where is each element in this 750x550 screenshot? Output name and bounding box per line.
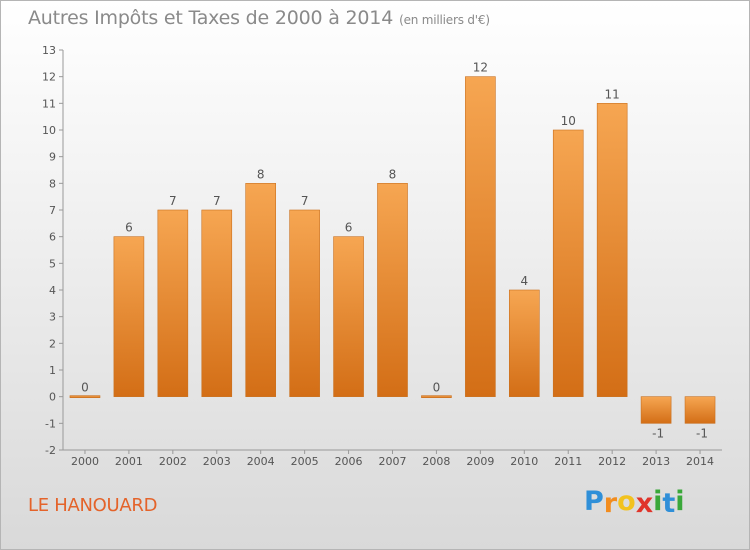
y-tick-label: -1: [45, 417, 56, 430]
y-tick-label: 0: [49, 391, 56, 404]
y-tick-label: 7: [49, 204, 56, 217]
bar-2010: [508, 289, 540, 397]
bar-2013: [640, 396, 672, 424]
bar-2004: [245, 183, 276, 397]
bar-2008: [421, 395, 452, 398]
data-label-2010: 4: [520, 274, 528, 288]
data-label-2011: 10: [561, 114, 576, 128]
logo-letter: i: [653, 486, 663, 517]
logo-letter: x: [635, 488, 654, 519]
data-label-2008: 0: [433, 381, 441, 395]
y-tick-label: 12: [42, 71, 56, 84]
y-tick-label: 6: [49, 231, 56, 244]
y-tick-label: 3: [49, 311, 56, 324]
bar-2006: [333, 236, 364, 397]
data-label-2001: 6: [125, 221, 133, 235]
data-label-2005: 7: [301, 194, 309, 208]
x-tick-label: 2008: [422, 455, 450, 468]
bar-2012: [596, 103, 628, 397]
y-tick-label: 2: [49, 337, 56, 350]
x-tick-label: 2014: [686, 455, 714, 468]
bar-2009: [465, 76, 496, 397]
data-label-2002: 7: [169, 194, 177, 208]
chart-unit: (en milliers d'€): [399, 13, 490, 27]
y-tick-label: 8: [49, 177, 56, 190]
data-label-2003: 7: [213, 194, 221, 208]
bar-2003: [201, 209, 233, 397]
x-tick-label: 2012: [598, 455, 626, 468]
y-tick-label: 5: [49, 257, 56, 270]
x-tick-label: 2011: [554, 455, 582, 468]
y-tick-label: 9: [49, 151, 56, 164]
y-tick-label: 1: [49, 364, 56, 377]
bar-2002: [157, 209, 189, 397]
data-label-2013: -1: [652, 426, 664, 440]
x-tick-label: 2007: [379, 455, 407, 468]
logo-letter: i: [675, 486, 685, 517]
y-tick-label: 11: [42, 97, 56, 110]
x-tick-label: 2002: [159, 455, 187, 468]
commune-name: LE HANOUARD: [28, 495, 158, 516]
x-tick-label: 2005: [291, 455, 319, 468]
logo-letter: P: [584, 486, 604, 517]
data-label-2004: 8: [257, 167, 265, 181]
x-tick-label: 2001: [115, 455, 143, 468]
bar-2014: [684, 396, 716, 424]
x-tick-label: 2000: [71, 455, 99, 468]
data-label-2014: -1: [696, 426, 708, 440]
bar-2001: [113, 236, 145, 397]
data-label-2006: 6: [345, 221, 353, 235]
x-tick-label: 2004: [247, 455, 275, 468]
bar-2011: [552, 129, 584, 397]
logo-letter: t: [662, 488, 676, 519]
y-tick-label: -2: [45, 444, 56, 457]
chart-title: Autres Impôts et Taxes de 2000 à 2014 (en…: [28, 7, 490, 29]
y-tick-label: 13: [42, 44, 56, 57]
bar-2007: [377, 183, 408, 397]
y-tick-label: 4: [49, 284, 56, 297]
x-tick-label: 2010: [510, 455, 538, 468]
data-label-2012: 11: [605, 87, 620, 101]
logo-letter: r: [603, 488, 618, 519]
y-tick-label: 10: [42, 124, 56, 137]
bar-2000: [69, 395, 101, 398]
data-label-2000: 0: [81, 381, 89, 395]
x-tick-label: 2006: [335, 455, 363, 468]
data-label-2009: 12: [473, 61, 488, 75]
chart-title-text: Autres Impôts et Taxes de 2000 à 2014: [28, 7, 394, 29]
data-label-2007: 8: [389, 167, 397, 181]
x-tick-label: 2013: [642, 455, 670, 468]
x-tick-label: 2003: [203, 455, 231, 468]
logo-letter: o: [617, 486, 636, 517]
x-tick-label: 2009: [466, 455, 494, 468]
proxiti-logo: Proxiti: [584, 486, 685, 519]
bar-2005: [289, 209, 320, 397]
